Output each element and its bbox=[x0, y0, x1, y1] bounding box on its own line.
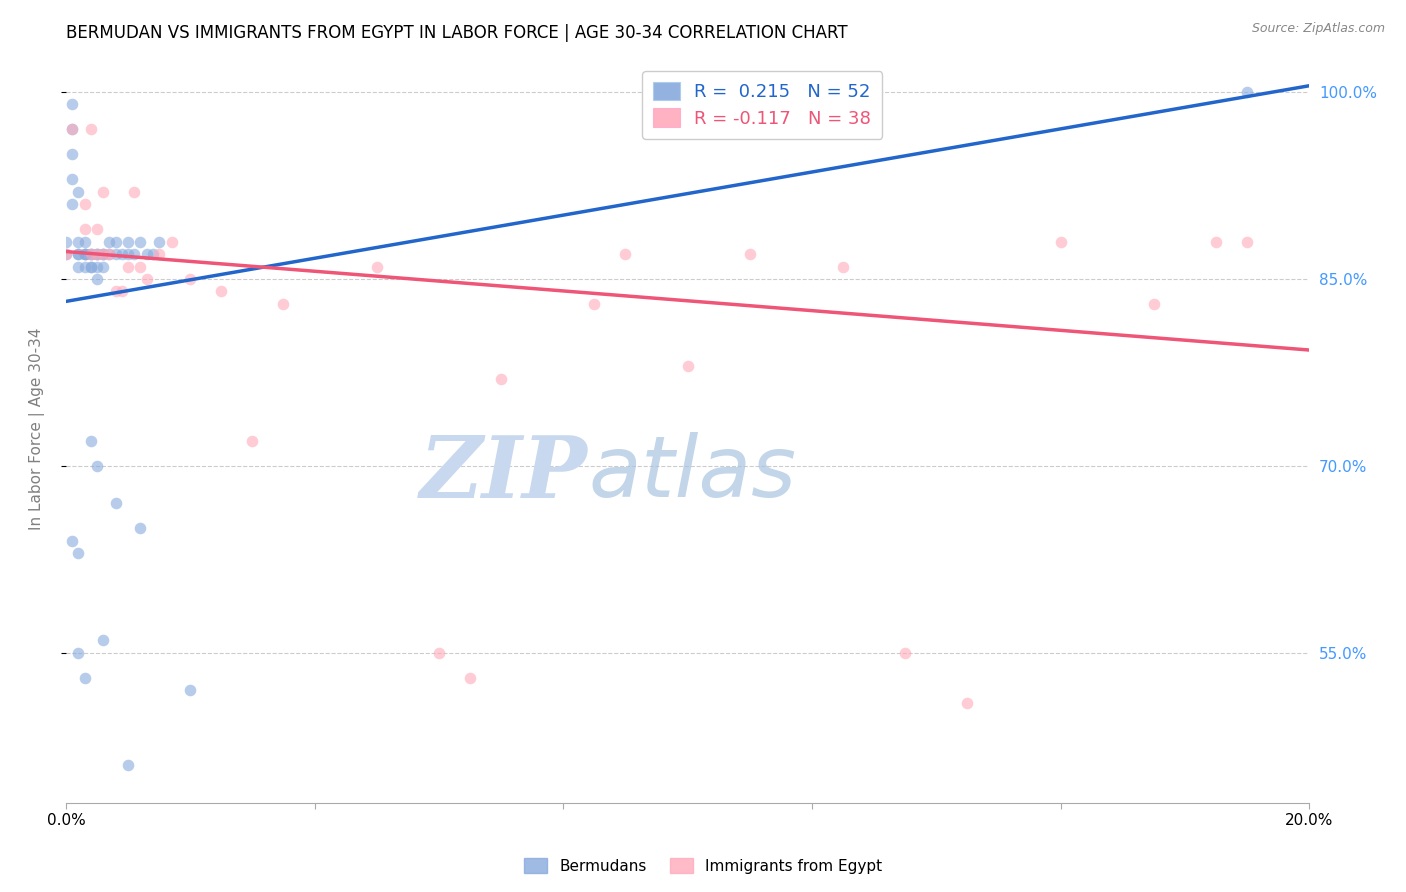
Point bbox=[124, 247, 146, 261]
Point bbox=[160, 235, 183, 249]
Point bbox=[129, 235, 152, 249]
Point bbox=[104, 496, 127, 510]
Point bbox=[67, 546, 90, 560]
Legend: Bermudans, Immigrants from Egypt: Bermudans, Immigrants from Egypt bbox=[517, 852, 889, 880]
Point bbox=[60, 97, 83, 112]
Point bbox=[60, 533, 83, 548]
Point bbox=[60, 172, 83, 186]
Point bbox=[458, 671, 481, 685]
Point bbox=[86, 458, 108, 473]
Point bbox=[1236, 85, 1258, 99]
Text: ZIP: ZIP bbox=[420, 432, 588, 516]
Point bbox=[738, 247, 761, 261]
Point bbox=[80, 247, 103, 261]
Point bbox=[104, 247, 127, 261]
Point bbox=[60, 122, 83, 136]
Point bbox=[98, 247, 121, 261]
Point bbox=[142, 247, 165, 261]
Text: BERMUDAN VS IMMIGRANTS FROM EGYPT IN LABOR FORCE | AGE 30-34 CORRELATION CHART: BERMUDAN VS IMMIGRANTS FROM EGYPT IN LAB… bbox=[66, 24, 848, 42]
Point bbox=[129, 521, 152, 535]
Point bbox=[73, 235, 96, 249]
Point bbox=[117, 235, 139, 249]
Point bbox=[124, 185, 146, 199]
Point bbox=[117, 260, 139, 274]
Point bbox=[73, 197, 96, 211]
Point bbox=[894, 646, 917, 660]
Point bbox=[67, 247, 90, 261]
Point bbox=[366, 260, 388, 274]
Point bbox=[73, 247, 96, 261]
Point bbox=[67, 646, 90, 660]
Point bbox=[67, 247, 90, 261]
Point bbox=[73, 671, 96, 685]
Point bbox=[614, 247, 637, 261]
Point bbox=[104, 235, 127, 249]
Point bbox=[73, 222, 96, 236]
Point bbox=[73, 260, 96, 274]
Point bbox=[179, 683, 201, 698]
Point bbox=[209, 285, 232, 299]
Point bbox=[956, 696, 979, 710]
Point bbox=[1049, 235, 1071, 249]
Point bbox=[1236, 235, 1258, 249]
Point bbox=[86, 222, 108, 236]
Text: atlas: atlas bbox=[588, 432, 796, 515]
Point bbox=[676, 359, 699, 374]
Point bbox=[67, 235, 90, 249]
Point bbox=[86, 260, 108, 274]
Point bbox=[86, 272, 108, 286]
Point bbox=[80, 434, 103, 448]
Point bbox=[67, 185, 90, 199]
Point bbox=[104, 285, 127, 299]
Point bbox=[91, 247, 114, 261]
Point bbox=[60, 122, 83, 136]
Legend: R =  0.215   N = 52, R = -0.117   N = 38: R = 0.215 N = 52, R = -0.117 N = 38 bbox=[643, 71, 882, 138]
Point bbox=[60, 197, 83, 211]
Point bbox=[91, 247, 114, 261]
Point bbox=[60, 147, 83, 161]
Point bbox=[80, 122, 103, 136]
Point bbox=[111, 285, 134, 299]
Point bbox=[91, 247, 114, 261]
Point bbox=[135, 272, 157, 286]
Point bbox=[98, 235, 121, 249]
Y-axis label: In Labor Force | Age 30-34: In Labor Force | Age 30-34 bbox=[30, 327, 45, 530]
Point bbox=[1143, 297, 1166, 311]
Point bbox=[1205, 235, 1227, 249]
Point bbox=[91, 185, 114, 199]
Point bbox=[242, 434, 264, 448]
Point bbox=[129, 260, 152, 274]
Point bbox=[832, 260, 855, 274]
Point bbox=[111, 247, 134, 261]
Point bbox=[86, 247, 108, 261]
Point bbox=[148, 235, 170, 249]
Point bbox=[135, 247, 157, 261]
Point bbox=[427, 646, 450, 660]
Point bbox=[80, 260, 103, 274]
Point bbox=[55, 247, 77, 261]
Point bbox=[148, 247, 170, 261]
Point bbox=[73, 247, 96, 261]
Point bbox=[117, 758, 139, 772]
Point bbox=[73, 247, 96, 261]
Point bbox=[55, 235, 77, 249]
Point bbox=[86, 247, 108, 261]
Point bbox=[179, 272, 201, 286]
Point bbox=[80, 260, 103, 274]
Point bbox=[80, 247, 103, 261]
Point bbox=[489, 372, 512, 386]
Point bbox=[117, 247, 139, 261]
Point bbox=[86, 247, 108, 261]
Point bbox=[91, 260, 114, 274]
Point bbox=[55, 247, 77, 261]
Point bbox=[67, 260, 90, 274]
Text: Source: ZipAtlas.com: Source: ZipAtlas.com bbox=[1251, 22, 1385, 36]
Point bbox=[273, 297, 295, 311]
Point bbox=[98, 247, 121, 261]
Point bbox=[91, 633, 114, 648]
Point bbox=[80, 247, 103, 261]
Point bbox=[583, 297, 606, 311]
